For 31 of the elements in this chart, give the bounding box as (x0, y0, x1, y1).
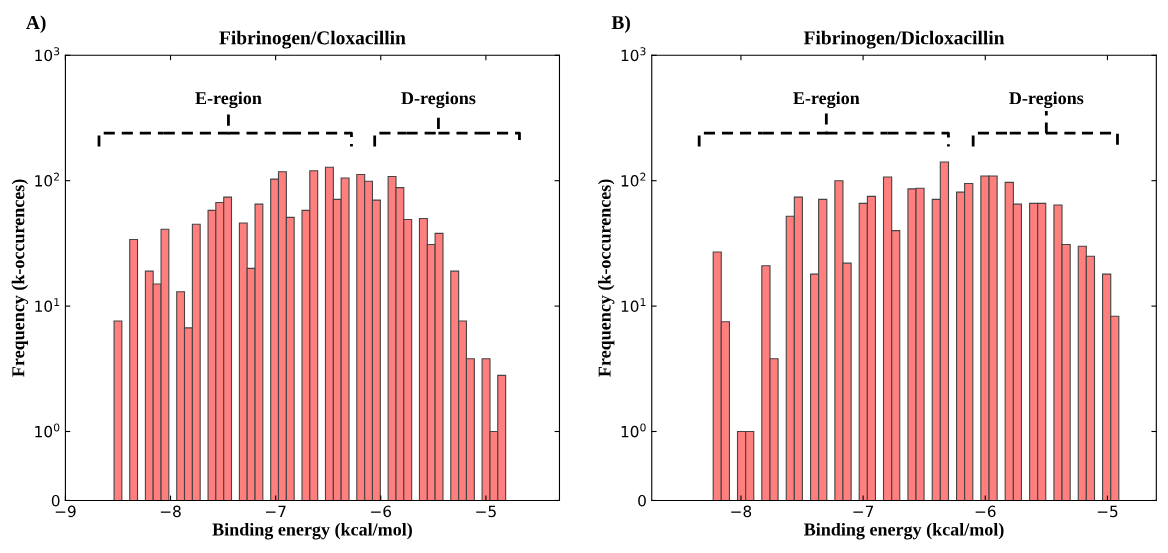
annotation: E-region (793, 91, 860, 109)
x-tick-label: −7 (266, 505, 286, 517)
y-tick-label: 10$^{3}$ (35, 47, 60, 62)
x-tick-label: −5 (1097, 505, 1118, 518)
y-tick-label: 10$^{0}$ (621, 423, 646, 438)
y-axis-title: Frequency (k-occurences) (11, 179, 29, 377)
y-tick-label: 10$^{0}$ (35, 423, 60, 438)
chart-title: Fibrinogen/Dicloxacillin (803, 30, 1005, 49)
x-tick-label: −7 (853, 505, 874, 517)
annotation: D-regions (401, 91, 476, 109)
y-tick-label: 10$^{2}$ (35, 172, 59, 187)
y-tick-label: 0 (51, 494, 60, 507)
y-tick-label: 10$^{2}$ (621, 172, 646, 187)
annotation: D-regions (1009, 91, 1084, 109)
x-axis-title: Binding energy (kcal/mol) (804, 522, 1004, 540)
chart-title: Fibrinogen/Cloxacillin (219, 30, 406, 49)
x-axis-title: Binding energy (kcal/mol) (212, 522, 412, 540)
annotation: E-region (195, 91, 262, 109)
x-tick-label: −5 (476, 505, 496, 518)
y-axis-title: Frequency (k-occurences) (598, 179, 615, 377)
text: A) (26, 15, 46, 34)
y-tick-label: 10$^{1}$ (621, 298, 646, 313)
x-tick-label: −8 (731, 505, 752, 518)
y-tick-label: 10$^{3}$ (621, 47, 646, 62)
x-tick-label: −8 (160, 505, 181, 518)
y-tick-label: 10$^{1}$ (35, 298, 60, 313)
x-tick-label: −6 (975, 505, 996, 518)
text: B) (611, 15, 630, 34)
x-tick-label: −9 (55, 505, 76, 518)
y-tick-label: 0 (638, 494, 646, 507)
x-tick-label: −6 (371, 505, 392, 518)
